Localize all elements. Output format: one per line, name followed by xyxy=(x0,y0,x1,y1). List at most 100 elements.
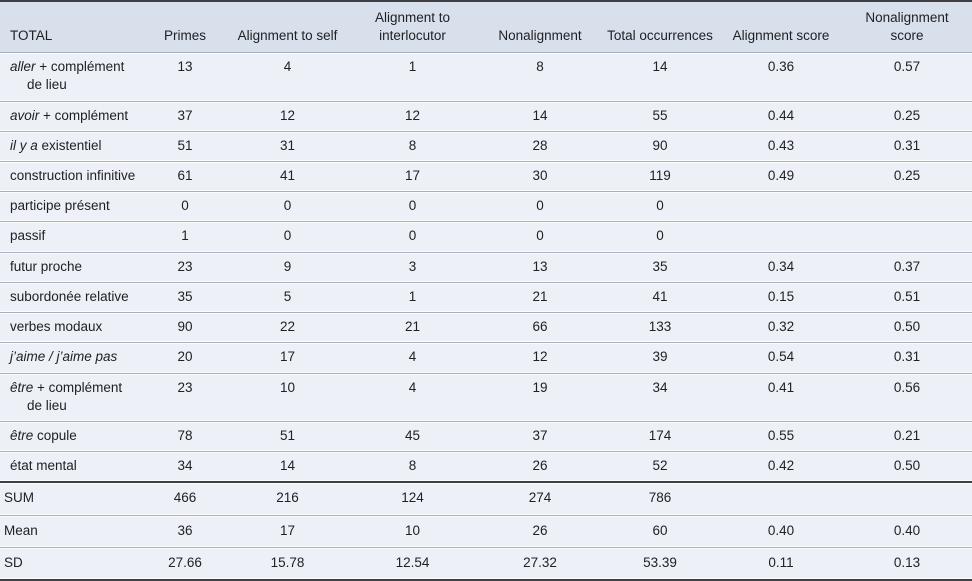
column-header-nonalignment-score: Nonalignment score xyxy=(842,2,972,54)
cell-alignment-self: 9 xyxy=(230,252,345,283)
row-label: Mean xyxy=(0,515,140,548)
row-label: SD xyxy=(0,547,140,581)
cell-nonalignment: 0 xyxy=(480,192,600,223)
row-label: futur proche xyxy=(0,252,140,283)
label-italic-part: avoir xyxy=(10,107,40,123)
cell-alignment-interlocutor: 8 xyxy=(345,452,480,482)
table-row: SUM 466 216 124 274 786 xyxy=(0,481,972,516)
cell-alignment-score: 0.40 xyxy=(720,515,842,548)
cell-nonalignment: 30 xyxy=(480,161,600,193)
table-row: construction infinitive 61 41 17 30 119 0.49 0.… xyxy=(0,161,972,193)
cell-alignment-interlocutor: 8 xyxy=(345,131,480,162)
cell-nonalignment-score: 0.13 xyxy=(842,547,972,581)
row-label: il y a existentiel xyxy=(0,131,140,162)
label-text-part: SUM xyxy=(4,490,34,506)
cell-alignment-score xyxy=(720,481,842,516)
cell-primes: 27.66 xyxy=(140,547,230,581)
cell-primes: 23 xyxy=(140,373,230,422)
cell-primes: 35 xyxy=(140,282,230,314)
cell-alignment-interlocutor: 0 xyxy=(345,222,480,253)
cell-primes: 78 xyxy=(140,421,230,453)
table-row: il y a existentiel 51 31 8 28 90 0.43 0.31 xyxy=(0,131,972,162)
table-header: TOTAL Primes Alignment to self Alignment… xyxy=(0,2,972,54)
cell-nonalignment: 37 xyxy=(480,421,600,453)
cell-alignment-interlocutor: 0 xyxy=(345,192,480,223)
cell-alignment-score xyxy=(720,222,842,253)
label-text-part: + complément de lieu xyxy=(27,379,123,413)
cell-nonalignment-score: 0.40 xyxy=(842,515,972,548)
cell-alignment-interlocutor: 12 xyxy=(345,101,480,132)
cell-primes: 36 xyxy=(140,515,230,548)
cell-alignment-score: 0.32 xyxy=(720,313,842,344)
cell-alignment-self: 17 xyxy=(230,515,345,548)
table-row: subordonée relative 35 5 1 21 41 0.15 0.51 xyxy=(0,282,972,314)
cell-alignment-self: 0 xyxy=(230,222,345,253)
cell-total-occurrences: 786 xyxy=(600,481,720,516)
cell-primes: 90 xyxy=(140,313,230,344)
cell-nonalignment: 0 xyxy=(480,222,600,253)
cell-total-occurrences: 60 xyxy=(600,515,720,548)
cell-nonalignment: 26 xyxy=(480,515,600,548)
cell-nonalignment-score: 0.37 xyxy=(842,252,972,283)
cell-nonalignment: 12 xyxy=(480,343,600,374)
cell-primes: 466 xyxy=(140,481,230,516)
cell-primes: 20 xyxy=(140,343,230,374)
cell-nonalignment: 28 xyxy=(480,131,600,162)
column-header-alignment-score: Alignment score xyxy=(720,2,842,54)
label-text-part: passif xyxy=(10,228,46,244)
cell-alignment-interlocutor: 21 xyxy=(345,313,480,344)
row-label: verbes modaux xyxy=(0,313,140,344)
row-label: passif xyxy=(0,222,140,253)
label-text-part: état mental xyxy=(10,458,77,474)
row-label: être copule xyxy=(0,421,140,453)
cell-primes: 23 xyxy=(140,252,230,283)
label-text-part: construction infinitive xyxy=(10,167,136,183)
cell-nonalignment-score: 0.31 xyxy=(842,343,972,374)
cell-alignment-score: 0.55 xyxy=(720,421,842,453)
cell-alignment-self: 10 xyxy=(230,373,345,422)
cell-alignment-score: 0.36 xyxy=(720,53,842,102)
row-label: subordonée relative xyxy=(0,282,140,314)
cell-nonalignment: 27.32 xyxy=(480,547,600,581)
cell-alignment-self: 14 xyxy=(230,452,345,482)
label-text-part: verbes modaux xyxy=(10,319,103,335)
cell-alignment-self: 31 xyxy=(230,131,345,162)
cell-primes: 37 xyxy=(140,101,230,132)
cell-nonalignment-score xyxy=(842,192,972,223)
row-label: participe présent xyxy=(0,192,140,223)
cell-alignment-interlocutor: 3 xyxy=(345,252,480,283)
cell-alignment-score: 0.44 xyxy=(720,101,842,132)
cell-total-occurrences: 14 xyxy=(600,53,720,102)
cell-total-occurrences: 133 xyxy=(600,313,720,344)
cell-nonalignment-score: 0.50 xyxy=(842,452,972,482)
cell-alignment-interlocutor: 45 xyxy=(345,421,480,453)
table-row: avoir + complément 37 12 12 14 55 0.44 0.25 xyxy=(0,101,972,132)
label-italic-part: j’aime / j’aime pas xyxy=(10,349,118,365)
table-summary: SUM 466 216 124 274 786 Mean 36 17 10 26 60 0.40 0.40… xyxy=(0,481,972,581)
cell-alignment-score: 0.11 xyxy=(720,547,842,581)
cell-alignment-self: 51 xyxy=(230,421,345,453)
cell-alignment-interlocutor: 4 xyxy=(345,373,480,422)
table-row: aller + complément de lieu 13 4 1 8 14 0.36 0.5… xyxy=(0,53,972,102)
label-italic-part: il y a xyxy=(10,137,38,153)
cell-alignment-score: 0.54 xyxy=(720,343,842,374)
label-text-part: + complément de lieu xyxy=(27,59,125,93)
cell-nonalignment: 8 xyxy=(480,53,600,102)
cell-nonalignment: 14 xyxy=(480,101,600,132)
cell-nonalignment-score xyxy=(842,222,972,253)
label-text-part: copule xyxy=(33,427,77,443)
column-header-nonalignment: Nonalignment xyxy=(480,2,600,54)
cell-total-occurrences: 55 xyxy=(600,101,720,132)
cell-alignment-self: 15.78 xyxy=(230,547,345,581)
cell-total-occurrences: 41 xyxy=(600,282,720,314)
cell-total-occurrences: 39 xyxy=(600,343,720,374)
label-text-part: futur proche xyxy=(10,258,83,274)
table-row: passif 1 0 0 0 0 xyxy=(0,222,972,253)
cell-alignment-self: 12 xyxy=(230,101,345,132)
cell-alignment-score: 0.42 xyxy=(720,452,842,482)
cell-alignment-score: 0.15 xyxy=(720,282,842,314)
cell-nonalignment: 274 xyxy=(480,481,600,516)
cell-nonalignment-score: 0.21 xyxy=(842,421,972,453)
cell-alignment-self: 216 xyxy=(230,481,345,516)
